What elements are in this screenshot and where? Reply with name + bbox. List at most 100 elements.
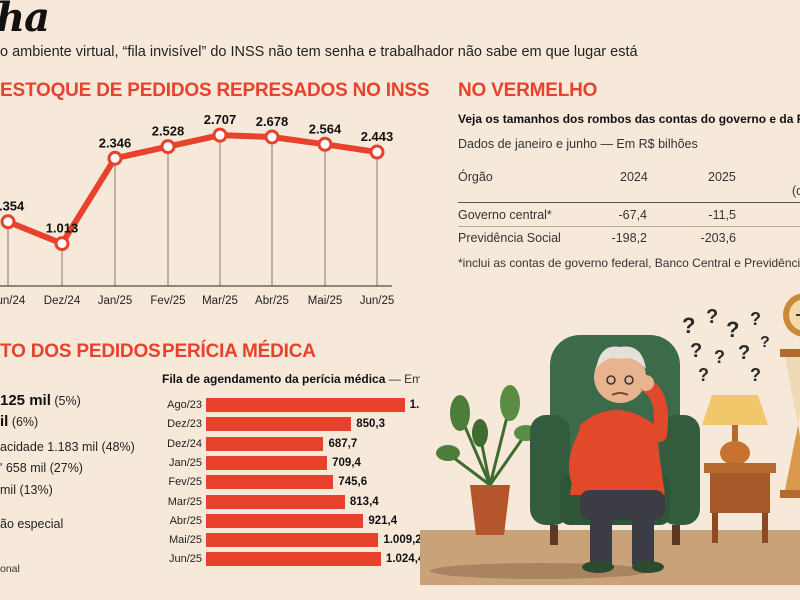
bar	[206, 436, 324, 451]
bar-category-label: Ago/23	[167, 399, 202, 411]
question-marks-icon: ? ? ? ? ? ? ? ? ? ?	[682, 306, 770, 385]
elderly-man-illustration: ? ? ? ? ? ? ? ? ? ?	[420, 285, 800, 585]
svg-text:?: ?	[760, 334, 770, 351]
pedidos-item-2: acidade 1.183 mil (48%)	[0, 440, 135, 454]
bar	[206, 533, 379, 548]
bar-category-label: Jun/25	[168, 553, 202, 566]
bar	[206, 455, 328, 470]
line-point-0	[0, 214, 16, 230]
svg-text:?: ?	[714, 347, 725, 367]
bar-category-label: Jan/25	[168, 456, 202, 469]
table-row-1-2025: -203,6	[700, 231, 736, 245]
bar-value-label: 1.024,4	[385, 553, 425, 566]
bar-value-label: 709,4	[332, 456, 361, 469]
bar-row: Dez/24 687,7	[160, 436, 357, 452]
x-tick-2: Jan/25	[98, 295, 133, 307]
line-point-1	[54, 236, 70, 252]
table-header-2024: 2024	[620, 170, 648, 184]
line-points	[0, 127, 385, 252]
bar-category-label: Mai/25	[168, 534, 202, 547]
x-tick-5: Abr/25	[255, 295, 289, 307]
bar	[206, 475, 334, 490]
table-header-extra: (c	[792, 184, 800, 198]
pedidos-item-1: il (6%)	[0, 413, 39, 430]
bar-category-label: Abr/25	[169, 514, 202, 527]
table-row-0-2024: -67,4	[618, 208, 648, 222]
line-data-label-5: 2.678	[256, 114, 289, 129]
table-header-orgao: Órgão	[458, 170, 493, 184]
line-point-7	[369, 144, 385, 160]
table-rule	[458, 202, 800, 203]
bar	[206, 398, 405, 412]
bar-row: Dez/23 850,3	[160, 416, 385, 432]
svg-text:?: ?	[698, 365, 709, 385]
bar-category-label: Mar/25	[167, 495, 202, 508]
pericia-subtitle: Fila de agendamento da perícia médica — …	[162, 372, 441, 386]
line-point-6	[317, 136, 333, 152]
line-point-2	[107, 150, 123, 166]
estoque-title: ESTOQUE DE PEDIDOS REPRESADOS NO INSS	[0, 80, 430, 101]
x-tick-6: Mai/25	[308, 295, 343, 307]
bar-row: Jan/25 709,4	[160, 455, 361, 471]
bar-row: Mai/25 1.009,2	[160, 532, 422, 548]
line-point-4	[212, 127, 228, 143]
bar-row: Fev/25 745,6	[160, 474, 367, 490]
bar-row: Jun/25 1.024,4	[160, 551, 424, 567]
svg-text:?: ?	[738, 342, 750, 364]
table-row-0-2025: -11,5	[708, 208, 736, 222]
pedidos-item-3: ' 658 mil (27%)	[0, 461, 83, 475]
x-tick-0: Jun/24	[0, 295, 26, 307]
table-row-divider	[458, 226, 800, 227]
table-row-1-2024: -198,2	[611, 231, 647, 245]
lamp-table-icon	[702, 395, 776, 543]
table-footnote: *inclui as contas de governo federal, Ba…	[458, 256, 800, 270]
vermelho-subtitle: Veja os tamanhos dos rombos das contas d…	[458, 112, 800, 126]
bar-value-label: 687,7	[328, 437, 358, 450]
line-data-label-1: 1.013	[46, 221, 79, 236]
svg-text:?: ?	[750, 365, 761, 385]
chart-grid	[0, 135, 392, 287]
bar-row: Mar/25 813,4	[160, 494, 379, 510]
svg-text:?: ?	[750, 309, 761, 329]
estoque-chart: 1.354 1.013 2.346 2.528 2.707 2.678 2.564 2.443…	[0, 112, 395, 307]
line-data-label-7: 2.443	[361, 129, 394, 144]
bar-value-label: 921,4	[368, 514, 398, 527]
bar	[206, 417, 352, 432]
svg-text:?: ?	[682, 313, 695, 338]
pedidos-item-4: mil (13%)	[0, 483, 53, 497]
table-row-0-name: Governo central*	[458, 208, 552, 222]
pedidos-title: TO DOS PEDIDOS	[0, 341, 161, 362]
line-data-labels: 1.354 1.013 2.346 2.528 2.707 2.678 2.564 2.443	[0, 112, 393, 235]
bar-value-label: 745,6	[338, 476, 368, 489]
line-data-label-4: 2.707	[204, 112, 237, 127]
line-data-label-2: 2.346	[99, 135, 132, 150]
bar-category-label: Dez/24	[167, 437, 202, 450]
bar	[206, 513, 364, 528]
bar-category-label: Dez/23	[167, 418, 202, 431]
hourglass-icon	[780, 349, 800, 498]
subheadline: o ambiente virtual, “fila invisível” do …	[0, 44, 638, 60]
bar-category-label: Fev/25	[168, 476, 202, 489]
x-tick-1: Dez/24	[44, 295, 81, 307]
vermelho-title: NO VERMELHO	[458, 80, 598, 101]
bar	[206, 494, 345, 509]
pericia-bar-chart: Ago/231.162,9 Dez/23 850,3 Dez/24 687,7 Jan/2…	[160, 397, 448, 572]
clock-icon	[783, 293, 800, 337]
bar	[206, 552, 381, 567]
x-tick-7: Jun/25	[360, 295, 395, 307]
line-data-label-0: 1.354	[0, 199, 25, 214]
bar-value-label: 850,3	[356, 418, 385, 431]
line-data-label-6: 2.564	[309, 121, 342, 136]
svg-text:?: ?	[706, 306, 718, 328]
headline: ha	[0, 0, 50, 41]
bar-row: Ago/231.162,9	[160, 397, 448, 413]
x-tick-4: Mar/25	[202, 295, 238, 307]
pedidos-item-0: 125 mil (5%)	[0, 392, 81, 409]
svg-text:?: ?	[690, 340, 702, 362]
bar-row: Abr/25 921,4	[160, 513, 397, 529]
table-header-2025: 2025	[708, 170, 736, 184]
elderly-man-figure	[569, 346, 668, 573]
pericia-title: PERÍCIA MÉDICA	[162, 341, 316, 362]
line-data-label-3: 2.528	[152, 124, 185, 139]
estoque-line	[6, 132, 378, 247]
